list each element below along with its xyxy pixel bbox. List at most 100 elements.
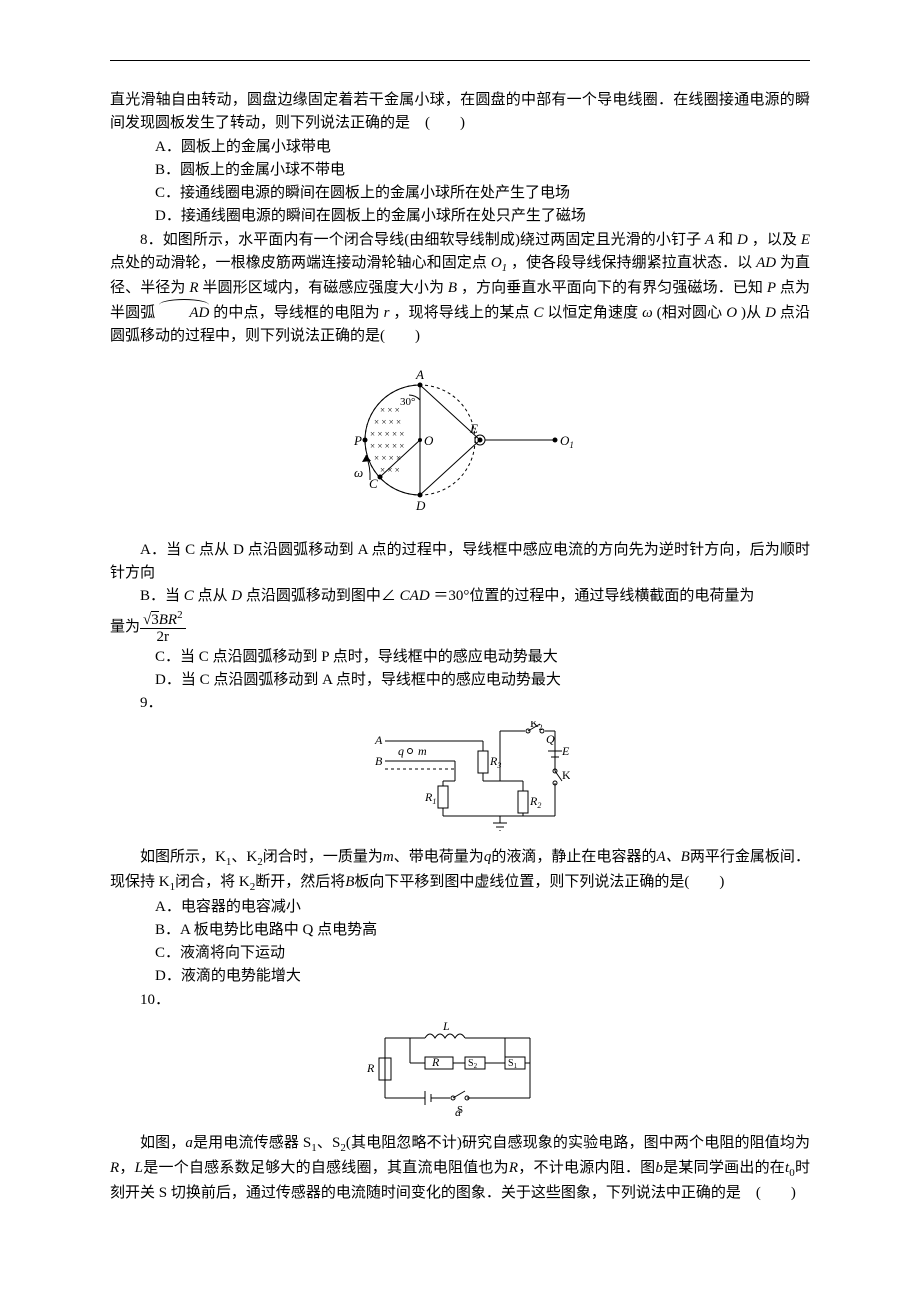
svg-text:P: P (353, 433, 362, 448)
q8-text: 点处的动滑轮，一根橡皮筋两端连接动滑轮轴心和固定点 (110, 255, 487, 271)
svg-text:× × × ×: × × × × (374, 453, 401, 463)
svg-text:O: O (424, 433, 434, 448)
svg-text:L: L (442, 1019, 450, 1033)
q10-var-R: R (110, 1160, 119, 1176)
q8b-D: D (231, 588, 242, 604)
q8-text: 8．如图所示，水平面内有一个闭合导线(由细软导线制成)绕过两固定且光滑的小钉子 (140, 232, 701, 248)
q8-text: 半圆形区域内，有磁感应强度大小为 (202, 280, 444, 296)
svg-text:× × × × ×: × × × × × (370, 429, 404, 439)
svg-text:B: B (375, 754, 383, 768)
q9-var-AB: A、B (656, 849, 689, 865)
q8-var-B: B (448, 280, 457, 296)
q8-text: ，使各段导线保持绷紧拉直状态．以 (511, 255, 752, 271)
q8b-text: B．当 (140, 588, 180, 604)
q9-text: 断开，然后将 (255, 874, 345, 890)
q8-var-A: A (705, 232, 714, 248)
q9-figure: A B q m K2 Q E K1 R1 R2 R3 (110, 721, 810, 839)
q8-var-D2: D (765, 305, 776, 321)
q8-stem: 8．如图所示，水平面内有一个闭合导线(由细软导线制成)绕过两固定且光滑的小钉子 … (110, 229, 810, 349)
q8-var-omega: ω (642, 305, 653, 321)
q10-text: 如图， (140, 1135, 185, 1151)
svg-text:× × × ×: × × × × (374, 417, 401, 427)
svg-text:S1: S1 (508, 1058, 518, 1070)
svg-text:O1: O1 (560, 433, 574, 450)
q8-option-c: C．当 C 点沿圆弧移动到 P 点时，导线框中的感应电动势最大 (125, 646, 810, 669)
q8-var-r: r (384, 305, 390, 321)
svg-text:ω: ω (354, 465, 363, 480)
q8-var-R: R (189, 280, 198, 296)
q9-option-b: B．A 板电势比电路中 Q 点电势高 (125, 919, 810, 942)
q8-text: 以恒定角速度 (547, 305, 638, 321)
q8-text: )从 (741, 305, 761, 321)
q9-var-m: m (383, 849, 394, 865)
svg-text:S2: S2 (468, 1058, 478, 1070)
q8-option-a: A．当 C 点从 D 点沿圆弧移动到 A 点的过程中，导线框中感应电流的方向先为… (110, 539, 810, 586)
svg-text:E: E (469, 421, 478, 436)
svg-text:Q: Q (546, 732, 555, 746)
svg-text:a: a (455, 1105, 461, 1118)
q9-text: 、带电荷量为 (394, 849, 484, 865)
svg-text:R1: R1 (424, 790, 436, 806)
q8-text: 的中点，导线框的电阻为 (213, 305, 380, 321)
q10-text: ，不计电源内阻．图 (518, 1160, 655, 1176)
q8-figure: × × × × × × × × × × × × × × × × × × × × … (110, 355, 810, 533)
q8-var-Oc: O (726, 305, 737, 321)
page: 直光滑轴自由转动，圆盘边缘固定着若干金属小球，在圆盘的中部有一个导电线圈．在线圈… (0, 0, 920, 1265)
q9-text: 闭合，将 K (175, 874, 250, 890)
top-rule (110, 60, 810, 61)
q8-option-d: D．当 C 点沿圆弧移动到 A 点时，导线框中的感应电动势最大 (125, 669, 810, 692)
svg-text:E: E (561, 744, 570, 758)
q7-continuation: 直光滑轴自由转动，圆盘边缘固定着若干金属小球，在圆盘的中部有一个导电线圈．在线圈… (110, 89, 810, 136)
q10-text: 是一个自感系数足够大的自感线圈，其直流电阻值也为 (143, 1160, 509, 1176)
q8-text: ，现将导线上的某点 (393, 305, 529, 321)
svg-text:m: m (418, 744, 427, 758)
svg-text:30°: 30° (400, 396, 415, 408)
svg-text:× × ×: × × × (380, 405, 400, 415)
q10-text: (其电阻忽略不计)研究自感现象的实验电路，图中两个电阻的阻值均为 (346, 1135, 810, 1151)
svg-text:R: R (431, 1055, 440, 1069)
q8-text: (相对圆心 (657, 305, 723, 321)
q8b-angle: CAD (400, 588, 430, 604)
q10-text: ， (119, 1160, 134, 1176)
q10-var-L: L (135, 1160, 143, 1176)
q10-stem: 如图，a是用电流传感器 S1、S2(其电阻忽略不计)研究自感现象的实验电路，图中… (110, 1132, 810, 1205)
q8-var-C: C (534, 305, 544, 321)
q7-option-a: A．圆板上的金属小球带电 (125, 136, 810, 159)
q9-text: 闭合时，一质量为 (263, 849, 383, 865)
q10-num: 10． (110, 989, 810, 1012)
q7-option-d: D．接通线圈电源的瞬间在圆板上的金属小球所在处只产生了磁场 (125, 205, 810, 228)
q9-num: 9． (110, 692, 810, 715)
q8-var-D: D (737, 232, 748, 248)
q10-text: 是某同学画出的在 (663, 1160, 785, 1176)
q8b-text: 点沿圆弧移动到图中∠ (246, 588, 396, 604)
q8-option-b: B．当 C 点从 D 点沿圆弧移动到图中∠ CAD ＝30°位置的过程中，通过导… (110, 585, 810, 608)
q9-text: 板向下平移到图中虚线位置，则下列说法正确的是( ) (354, 874, 724, 890)
q9-stem: 如图所示，K1、K2闭合时，一质量为m、带电荷量为q的液滴，静止在电容器的A、B… (110, 846, 810, 896)
q7-option-c: C．接通线圈电源的瞬间在圆板上的金属小球所在处产生了电场 (125, 182, 810, 205)
q8-option-b-frac-line: 量为 √3BR2 2r (110, 609, 810, 646)
svg-text:K1: K1 (562, 768, 570, 784)
q10-var-a: a (185, 1135, 193, 1151)
svg-text:× × × × ×: × × × × × (370, 441, 404, 451)
q8-var-O1: O1 (491, 255, 507, 271)
svg-text:A: A (374, 733, 383, 747)
q9-option-d: D．液滴的电势能增大 (125, 965, 810, 988)
q9-text: 、K (231, 849, 257, 865)
q10-text: 是用电流传感器 S (193, 1135, 311, 1151)
q9-option-c: C．液滴将向下运动 (125, 942, 810, 965)
q10-figure: L R R S2 S1 S a (110, 1018, 810, 1126)
q8b-text: ＝30°位置的过程中，通过导线横截面的电荷量为 (433, 588, 754, 604)
q8-text: ，以及 (752, 232, 797, 248)
q10-var-b: b (655, 1160, 663, 1176)
q9-text: 的液滴，静止在电容器的 (491, 849, 656, 865)
q10-text: 、S (317, 1135, 341, 1151)
q9-text: 如图所示，K (140, 849, 226, 865)
q9-option-a: A．电容器的电容减小 (125, 896, 810, 919)
svg-text:R3: R3 (489, 754, 501, 770)
q10-var-R2: R (509, 1160, 518, 1176)
q8b-C: C (184, 588, 194, 604)
svg-text:q: q (398, 744, 404, 758)
svg-text:R: R (366, 1061, 375, 1075)
q8-var-E: E (801, 232, 810, 248)
svg-text:× × ×: × × × (380, 465, 400, 475)
